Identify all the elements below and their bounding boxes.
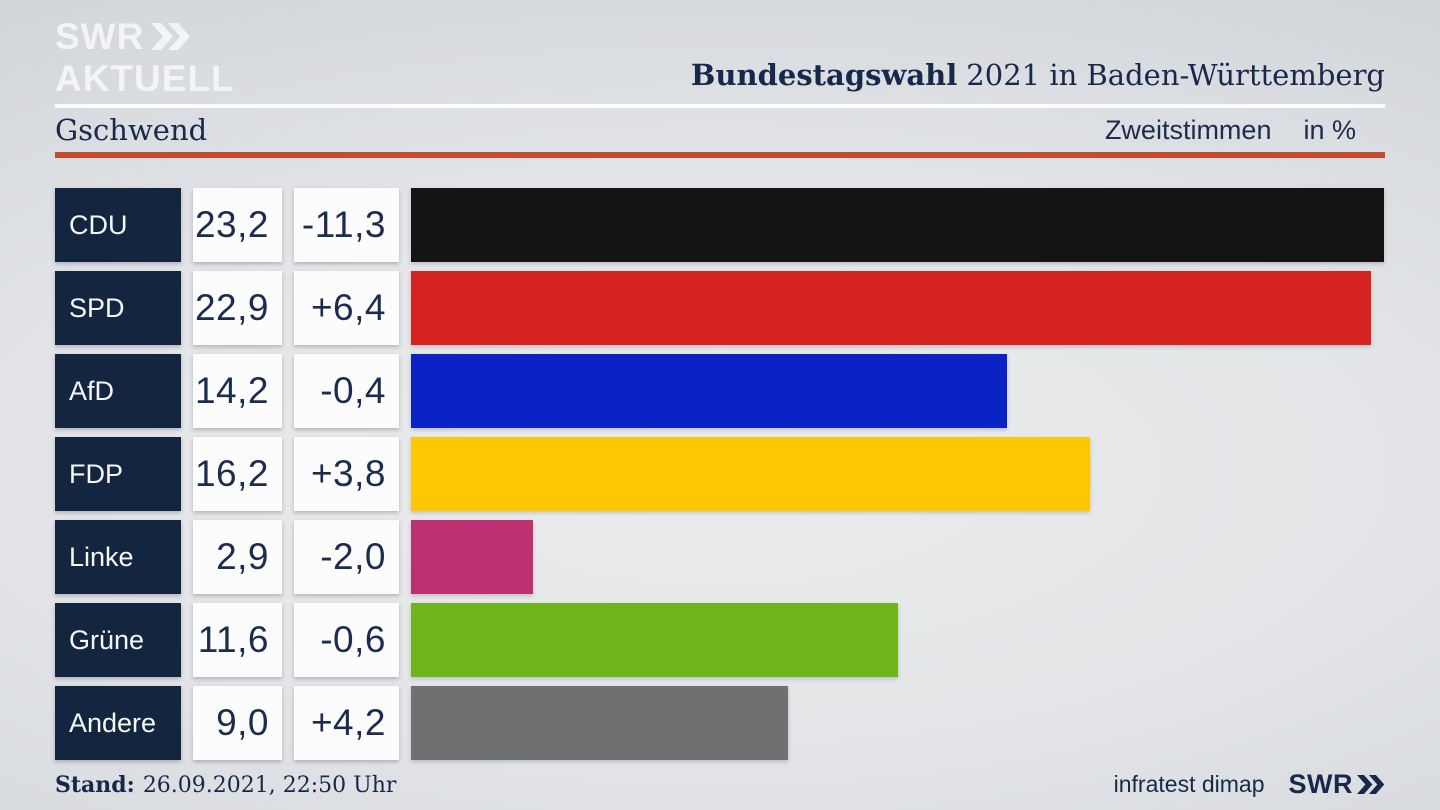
stand-value: 26.09.2021, 22:50 Uhr — [142, 772, 397, 798]
title-bold-part: Bundestagswahl — [690, 58, 958, 92]
party-change: -11,3 — [294, 188, 399, 262]
double-chevron-icon — [151, 23, 191, 50]
bar-cdu — [411, 188, 1384, 262]
party-value: 23,2 — [193, 188, 282, 262]
source-block: infratest dimap SWR — [1114, 769, 1385, 800]
logo-aktuell-text: AKTUELL — [55, 58, 235, 99]
party-change: +4,2 — [294, 686, 399, 760]
swr-logo-footer: SWR — [1289, 769, 1386, 800]
unit-label: in % — [1303, 115, 1356, 145]
party-row-cdu: CDU 23,2 -11,3 — [55, 188, 1384, 262]
party-row-afd: AfD 14,2 -0,4 — [55, 354, 1384, 428]
bar-track — [411, 354, 1384, 428]
party-label: Grüne — [55, 603, 181, 677]
stand-label: Stand: — [55, 771, 135, 798]
region-name: Gschwend — [55, 113, 208, 147]
bar-track — [411, 188, 1384, 262]
party-change: -0,6 — [294, 603, 399, 677]
party-change: -2,0 — [294, 520, 399, 594]
footer: Stand: 26.09.2021, 22:50 Uhr infratest di… — [55, 769, 1385, 800]
party-row-linke: Linke 2,9 -2,0 — [55, 520, 1384, 594]
party-value: 9,0 — [193, 686, 282, 760]
bar-spd — [411, 271, 1372, 345]
party-value: 14,2 — [193, 354, 282, 428]
bar-fdp — [411, 437, 1091, 511]
page-title: Bundestagswahl 2021 in Baden-Württemberg — [485, 58, 1385, 92]
party-row-andere: Andere 9,0 +4,2 — [55, 686, 1384, 760]
party-label: Andere — [55, 686, 181, 760]
party-change: +6,4 — [294, 271, 399, 345]
party-label: FDP — [55, 437, 181, 511]
bar-grüne — [411, 603, 898, 677]
title-rest-part: 2021 in Baden-Württemberg — [966, 58, 1385, 92]
party-row-fdp: FDP 16,2 +3,8 — [55, 437, 1384, 511]
party-label: AfD — [55, 354, 181, 428]
accent-underline — [55, 152, 1385, 158]
stand-text: Stand: 26.09.2021, 22:50 Uhr — [55, 772, 396, 798]
party-row-grüne: Grüne 11,6 -0,6 — [55, 603, 1384, 677]
bar-track — [411, 603, 1384, 677]
bar-track — [411, 437, 1384, 511]
party-change: -0,4 — [294, 354, 399, 428]
header-separator-line — [55, 104, 1385, 108]
bar-track — [411, 520, 1384, 594]
party-value: 22,9 — [193, 271, 282, 345]
party-value: 16,2 — [193, 437, 282, 511]
party-row-spd: SPD 22,9 +6,4 — [55, 271, 1384, 345]
party-value: 11,6 — [193, 603, 282, 677]
party-change: +3,8 — [294, 437, 399, 511]
bar-track — [411, 271, 1384, 345]
swr-logo-text: SWR — [1288, 769, 1353, 799]
bar-linke — [411, 520, 533, 594]
chart-rows: CDU 23,2 -11,3 SPD 22,9 +6,4 AfD 14,2 -0,4 FDP 16,… — [55, 188, 1384, 769]
bar-track — [411, 686, 1384, 760]
swr-aktuell-logo: SWR AKTUELL — [55, 18, 235, 97]
bar-afd — [411, 354, 1007, 428]
logo-swr-text: SWR — [55, 16, 145, 57]
source-text: infratest dimap — [1113, 771, 1265, 797]
party-value: 2,9 — [193, 520, 282, 594]
bar-andere — [411, 686, 789, 760]
party-label: CDU — [55, 188, 181, 262]
vote-type-label: Zweitstimmen in % — [1105, 115, 1356, 146]
double-chevron-icon — [1357, 775, 1385, 794]
vote-type-text: Zweitstimmen — [1104, 115, 1272, 145]
party-label: SPD — [55, 271, 181, 345]
party-label: Linke — [55, 520, 181, 594]
